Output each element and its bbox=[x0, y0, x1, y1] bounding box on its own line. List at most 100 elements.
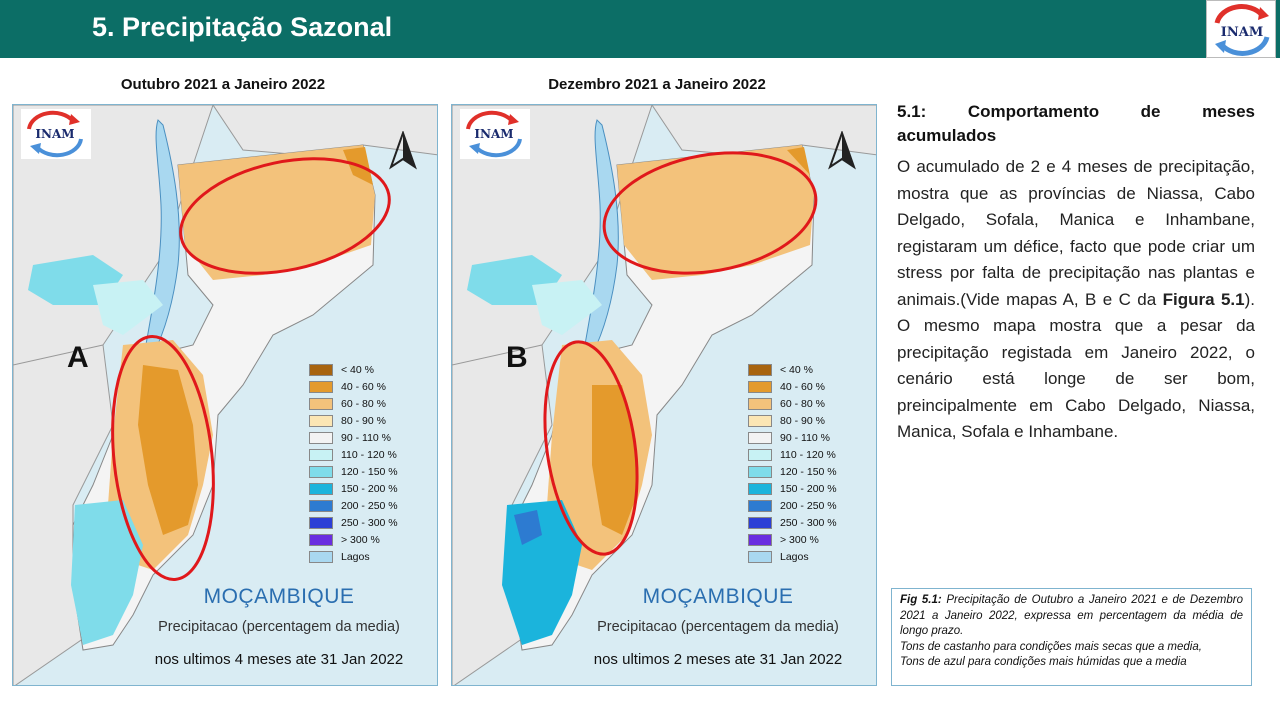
legend-item: > 300 % bbox=[309, 531, 429, 548]
legend-swatch bbox=[309, 499, 333, 512]
heading-last-line: acumulados bbox=[897, 126, 997, 145]
map-letter: A bbox=[67, 341, 89, 374]
body-text-end: ). O mesmo mapa mostra que a pesar da pr… bbox=[897, 289, 1255, 442]
legend-swatch bbox=[309, 550, 333, 563]
caption-label: Fig 5.1: bbox=[900, 594, 942, 606]
legend-item: Lagos bbox=[309, 548, 429, 565]
map-b-drawing bbox=[452, 105, 876, 685]
legend-item: 250 - 300 % bbox=[309, 514, 429, 531]
map-period: nos ultimos 2 meses ate 31 Jan 2022 bbox=[593, 651, 843, 668]
legend-item: 90 - 110 % bbox=[309, 429, 429, 446]
legend: < 40 % 40 - 60 % 60 - 80 % 80 - 90 % 90 - 11… bbox=[309, 361, 429, 565]
legend-swatch bbox=[309, 482, 333, 495]
legend-swatch bbox=[309, 431, 333, 444]
legend-label: 110 - 120 % bbox=[780, 448, 836, 461]
legend-swatch bbox=[309, 533, 333, 546]
body-text: O acumulado de 2 e 4 meses de precipitaç… bbox=[897, 157, 1255, 309]
legend-label: 120 - 150 % bbox=[780, 465, 837, 478]
map-subtitle: Precipitacao (percentagem da media) bbox=[597, 619, 839, 635]
header-bar: 5. Precipitação Sazonal INAM bbox=[0, 0, 1280, 58]
legend-item: 120 - 150 % bbox=[309, 463, 429, 480]
legend-item: 110 - 120 % bbox=[748, 446, 868, 463]
legend-swatch bbox=[309, 363, 333, 376]
caption-line-dry: Tons de castanho para condições mais sec… bbox=[900, 640, 1202, 653]
legend-label: 90 - 110 % bbox=[341, 431, 392, 444]
legend-item: 250 - 300 % bbox=[748, 514, 868, 531]
map-b-title: Dezembro 2021 a Janeiro 2022 bbox=[548, 76, 766, 93]
legend-swatch bbox=[748, 431, 772, 444]
legend-item: 150 - 200 % bbox=[748, 480, 868, 497]
legend-label: 80 - 90 % bbox=[341, 414, 386, 427]
legend-swatch bbox=[309, 380, 333, 393]
legend-item: 110 - 120 % bbox=[309, 446, 429, 463]
legend-swatch bbox=[309, 397, 333, 410]
legend-label: 200 - 250 % bbox=[780, 499, 837, 512]
legend-item: 80 - 90 % bbox=[748, 412, 868, 429]
heading-word: meses bbox=[1202, 102, 1255, 121]
legend-label: 250 - 300 % bbox=[780, 516, 837, 529]
legend-label: 40 - 60 % bbox=[341, 380, 386, 393]
map-period: nos ultimos 4 meses ate 31 Jan 2022 bbox=[154, 651, 404, 668]
logo-text-small: INAM bbox=[35, 127, 74, 141]
legend-label: 90 - 110 % bbox=[780, 431, 831, 444]
logo-text: INAM bbox=[1221, 25, 1263, 40]
legend-swatch bbox=[748, 465, 772, 478]
legend-label: 150 - 200 % bbox=[341, 482, 398, 495]
inam-logo-small: INAM bbox=[460, 109, 530, 159]
legend-label: > 300 % bbox=[780, 533, 819, 546]
map-letter: B bbox=[506, 341, 528, 374]
inam-logo-small: INAM bbox=[21, 109, 91, 159]
legend-item: > 300 % bbox=[748, 531, 868, 548]
caption-line-wet: Tons de azul para condições mais húmidas… bbox=[900, 656, 1187, 668]
section-heading: 5.1: Comportamento de meses acumulados bbox=[897, 100, 1255, 148]
legend-label: 60 - 80 % bbox=[780, 397, 825, 410]
logo-text-small: INAM bbox=[474, 127, 513, 141]
legend-swatch bbox=[748, 380, 772, 393]
map-a-title: Outubro 2021 a Janeiro 2022 bbox=[120, 76, 326, 93]
legend-item: 40 - 60 % bbox=[309, 378, 429, 395]
legend-item: 40 - 60 % bbox=[748, 378, 868, 395]
caption-text: Precipitação de Outubro a Janeiro 2021 e… bbox=[900, 594, 1243, 637]
legend-label: 40 - 60 % bbox=[780, 380, 825, 393]
legend-swatch bbox=[748, 397, 772, 410]
legend-item: Lagos bbox=[748, 548, 868, 565]
legend-label: 120 - 150 % bbox=[341, 465, 398, 478]
figure-caption: Fig 5.1: Precipitação de Outubro a Janei… bbox=[891, 588, 1252, 686]
map-a-panel: INAM A < 40 % 40 - 60 % 60 - 80 % 80 - 90 %… bbox=[12, 104, 438, 686]
legend-label: 200 - 250 % bbox=[341, 499, 398, 512]
north-arrow-icon bbox=[824, 131, 860, 171]
legend-item: 60 - 80 % bbox=[309, 395, 429, 412]
legend-item: 60 - 80 % bbox=[748, 395, 868, 412]
map-country-label: MOÇAMBIQUE bbox=[203, 585, 355, 608]
legend-swatch bbox=[748, 448, 772, 461]
legend-label: < 40 % bbox=[341, 363, 374, 376]
heading-word: Comportamento bbox=[967, 102, 1100, 121]
legend-label: Lagos bbox=[780, 550, 809, 563]
legend-label: > 300 % bbox=[341, 533, 380, 546]
page-title: 5. Precipitação Sazonal bbox=[92, 12, 393, 42]
map-subtitle: Precipitacao (percentagem da media) bbox=[158, 619, 400, 635]
legend-label: 150 - 200 % bbox=[780, 482, 837, 495]
legend-swatch bbox=[748, 363, 772, 376]
legend-item: 200 - 250 % bbox=[309, 497, 429, 514]
legend-swatch bbox=[748, 499, 772, 512]
legend-label: 110 - 120 % bbox=[341, 448, 397, 461]
legend-item: < 40 % bbox=[748, 361, 868, 378]
legend-swatch bbox=[309, 414, 333, 427]
figure-reference: Figura 5.1 bbox=[1162, 289, 1245, 309]
legend-swatch bbox=[309, 448, 333, 461]
legend-swatch bbox=[748, 414, 772, 427]
legend-label: < 40 % bbox=[780, 363, 813, 376]
legend-swatch bbox=[748, 516, 772, 529]
section-body: O acumulado de 2 e 4 meses de precipitaç… bbox=[897, 154, 1255, 446]
legend-label: 60 - 80 % bbox=[341, 397, 386, 410]
legend-item: 150 - 200 % bbox=[309, 480, 429, 497]
legend-label: Lagos bbox=[341, 550, 370, 563]
legend-swatch bbox=[309, 516, 333, 529]
inam-logo: INAM bbox=[1206, 0, 1276, 58]
legend-swatch bbox=[748, 550, 772, 563]
legend-item: 200 - 250 % bbox=[748, 497, 868, 514]
legend-swatch bbox=[748, 482, 772, 495]
legend-item: 90 - 110 % bbox=[748, 429, 868, 446]
legend: < 40 % 40 - 60 % 60 - 80 % 80 - 90 % 90 - 11… bbox=[748, 361, 868, 565]
